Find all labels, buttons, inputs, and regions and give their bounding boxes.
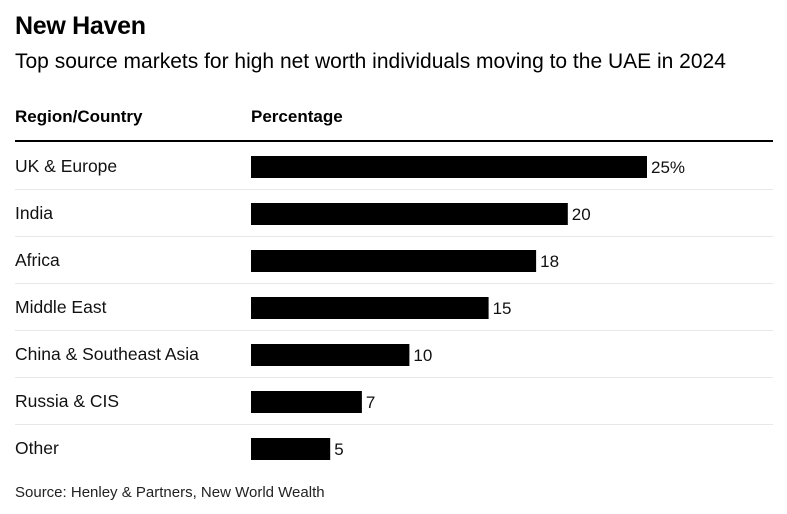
bar [251,250,537,272]
category-label: UK & Europe [15,156,117,176]
value-label: 18 [540,252,559,271]
value-label: 20 [572,205,591,224]
category-label: China & Southeast Asia [15,344,199,364]
value-label: 7 [366,393,375,412]
source-note: Source: Henley & Partners, New World Wea… [15,484,325,501]
chart-subtitle: Top source markets for high net worth in… [15,50,726,73]
header-rule [15,140,773,142]
bar [251,156,647,178]
chart-title: New Haven [15,12,146,40]
column-header-region: Region/Country [15,107,143,126]
value-label: 25% [651,158,685,177]
bar [251,297,489,319]
value-label: 15 [493,299,512,318]
category-label: Africa [15,250,60,270]
column-header-percentage: Percentage [251,107,343,126]
category-label: Middle East [15,297,107,317]
value-label: 5 [334,440,343,459]
category-label: Other [15,438,59,458]
bar [251,344,410,366]
bar [251,438,331,460]
value-label: 10 [413,346,432,365]
bar [251,203,568,225]
category-label: Russia & CIS [15,391,119,411]
category-label: India [15,203,53,223]
bar [251,391,362,413]
